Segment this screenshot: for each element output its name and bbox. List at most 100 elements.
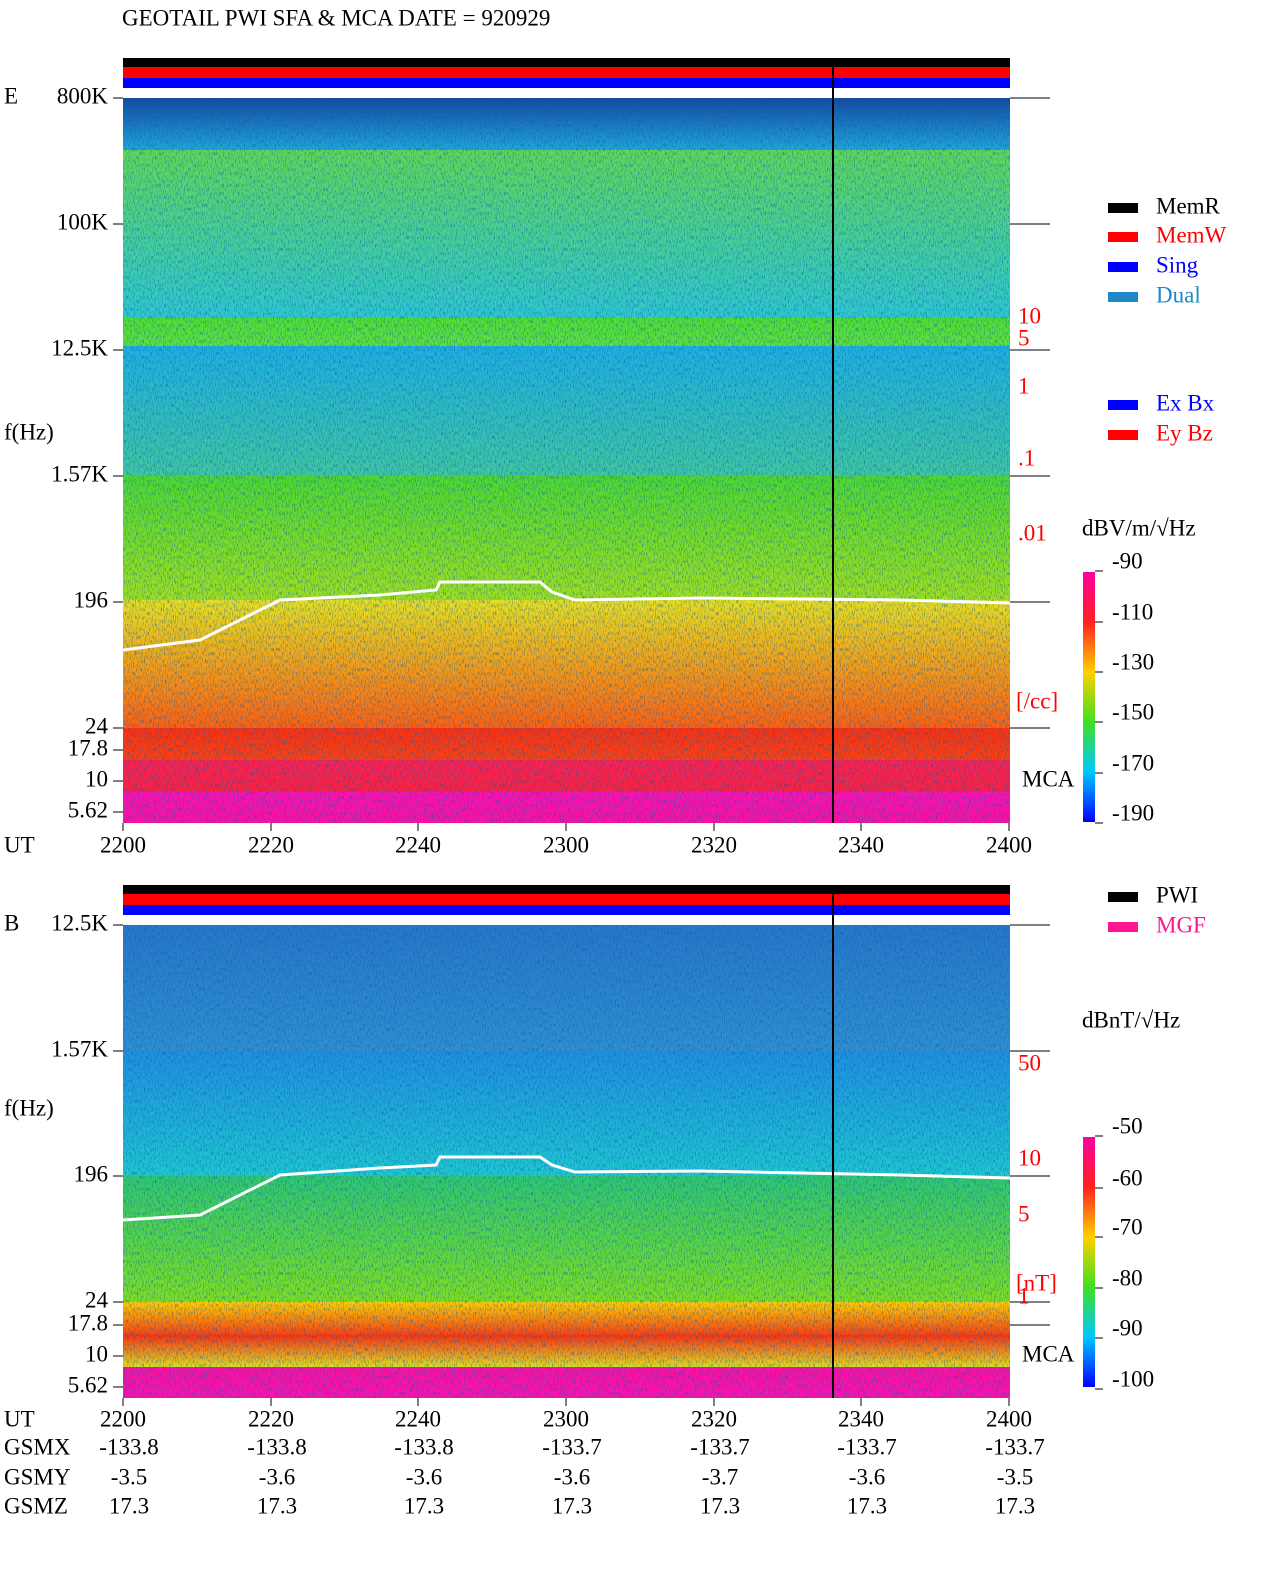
legend-swatch [1108, 203, 1138, 213]
x-tick-label: 2240 [395, 1406, 441, 1431]
orbit-value: -3.6 [259, 1464, 295, 1489]
legend-label: Ey Bz [1156, 420, 1213, 445]
x-tick-label: 2340 [838, 1406, 884, 1431]
y-tick-label: 17.8 [68, 735, 108, 760]
colorbar-tick-label: -50 [1112, 1113, 1143, 1138]
axis-label: f(Hz) [4, 419, 54, 444]
x-tick-label: 2300 [543, 832, 589, 857]
colorbar [1083, 1137, 1095, 1387]
x-tick-label: 2400 [986, 1406, 1032, 1431]
x-tick-label: 2400 [986, 832, 1032, 857]
x-tick-label: 2340 [838, 832, 884, 857]
x-tick-label: 2220 [248, 832, 294, 857]
x-tick-label: 2200 [100, 1406, 146, 1431]
orbit-value: 17.3 [404, 1493, 444, 1518]
legend-label: MGF [1156, 912, 1206, 937]
orbit-name: GSMY [4, 1464, 71, 1489]
scale-label: .1 [1018, 445, 1035, 470]
colorbar-tick-label: -170 [1112, 750, 1154, 775]
y-tick-label: 100K [57, 209, 109, 234]
status-bar [123, 894, 1010, 905]
scale-label: 10 [1018, 303, 1041, 328]
plasma-line [122, 1155, 1011, 1222]
y-tick-label: 1.57K [51, 1036, 108, 1061]
legend-label: MemW [1156, 222, 1227, 247]
orbit-value: -3.6 [849, 1464, 885, 1489]
legend-swatch [1108, 262, 1138, 272]
y-tick-label: 196 [74, 587, 109, 612]
colorbar-unit: dBV/m/√Hz [1082, 515, 1196, 540]
legend-label: Dual [1156, 282, 1201, 307]
mca-label: MCA [1022, 1341, 1075, 1366]
x-tick-label: 2200 [100, 832, 146, 857]
orbit-value: -133.8 [99, 1434, 158, 1459]
orbit-value: -3.5 [111, 1464, 147, 1489]
colorbar-tick-label: -150 [1112, 699, 1154, 724]
status-bar [123, 58, 1010, 67]
y-tick-label: 24 [85, 1287, 109, 1312]
colorbar-unit: dBnT/√Hz [1082, 1007, 1180, 1032]
x-tick-label: 2240 [395, 832, 441, 857]
mca-label: MCA [1022, 766, 1075, 791]
scale-unit: [nT] [1016, 1270, 1057, 1295]
status-bar [123, 885, 1010, 894]
legend-swatch [1108, 430, 1138, 440]
orbit-value: -3.6 [406, 1464, 442, 1489]
scale-unit: [/cc] [1016, 688, 1058, 713]
orbit-value: 17.3 [109, 1493, 149, 1518]
y-tick-label: 5.62 [68, 797, 108, 822]
legend-label: MemR [1156, 193, 1221, 218]
scale-label: 50 [1018, 1050, 1041, 1075]
y-tick-label: 12.5K [51, 335, 108, 360]
legend-swatch [1108, 292, 1138, 302]
orbit-name: GSMZ [4, 1493, 68, 1518]
time-label: UT [4, 1406, 35, 1431]
y-tick-label: 5.62 [68, 1372, 108, 1397]
orbit-value: 17.3 [995, 1493, 1035, 1518]
spectrogram-noise [123, 98, 1010, 823]
orbit-value: -133.7 [542, 1434, 601, 1459]
legend-swatch [1108, 232, 1138, 242]
colorbar-tick-label: -80 [1112, 1265, 1143, 1290]
colorbar [1083, 572, 1095, 822]
orbit-value: 17.3 [257, 1493, 297, 1518]
status-bar [123, 78, 1010, 88]
colorbar-tick-label: -90 [1112, 548, 1143, 573]
y-tick-label: 1.57K [51, 461, 108, 486]
plasma-line [122, 580, 1011, 652]
legend-swatch [1108, 400, 1138, 410]
y-tick-label: 12.5K [51, 910, 108, 935]
scale-label: 1 [1018, 1283, 1030, 1308]
orbit-name: GSMX [4, 1434, 71, 1459]
panel-label: E [4, 83, 18, 108]
orbit-value: -133.7 [690, 1434, 749, 1459]
scale-label: 5 [1018, 325, 1030, 350]
orbit-value: -133.7 [985, 1434, 1044, 1459]
legend-label: Sing [1156, 252, 1199, 277]
y-tick-label: 800K [57, 83, 109, 108]
colorbar-tick-label: -110 [1112, 599, 1153, 624]
colorbar-tick-label: -100 [1112, 1366, 1154, 1391]
title: GEOTAIL PWI SFA & MCA DATE = 920929 [122, 5, 550, 30]
scale-label: 10 [1018, 1145, 1041, 1170]
orbit-value: -3.7 [702, 1464, 738, 1489]
status-bar [123, 905, 1010, 915]
orbit-value: 17.3 [700, 1493, 740, 1518]
spectrogram-noise [123, 925, 1010, 1398]
x-tick-label: 2320 [691, 832, 737, 857]
colorbar-tick-label: -90 [1112, 1315, 1143, 1340]
orbit-value: -133.8 [247, 1434, 306, 1459]
orbit-value: -3.6 [554, 1464, 590, 1489]
scale-label: 5 [1018, 1201, 1030, 1226]
legend-label: Ex Bx [1156, 390, 1215, 415]
orbit-value: 17.3 [847, 1493, 887, 1518]
legend-swatch [1108, 922, 1138, 932]
x-tick-label: 2300 [543, 1406, 589, 1431]
status-bar [123, 67, 1010, 78]
y-tick-label: 196 [74, 1161, 109, 1186]
axis-label: f(Hz) [4, 1095, 54, 1120]
scale-label: .01 [1018, 520, 1047, 545]
colorbar-tick-label: -60 [1112, 1165, 1143, 1190]
scale-label: 1 [1018, 373, 1030, 398]
